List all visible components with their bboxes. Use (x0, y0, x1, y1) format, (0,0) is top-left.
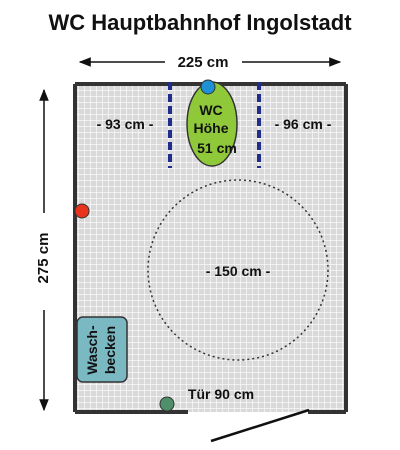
sink: Wasch- becken (76, 316, 128, 383)
left-clearance-label: - 93 cm - (97, 116, 154, 132)
page-title: WC Hauptbahnhof Ingolstadt (48, 10, 352, 35)
door-leaf (210, 408, 310, 443)
width-dimension: 225 cm (78, 54, 342, 71)
alarm-button-icon (74, 203, 90, 219)
toilet-label-line3: 51 cm (197, 140, 237, 156)
toilet-label-line1: WC (199, 102, 222, 118)
flush-button-icon (200, 79, 216, 95)
right-clearance-label: - 96 cm - (275, 116, 332, 132)
door-handle-icon (159, 396, 175, 412)
room-walls (73, 82, 348, 414)
sink-label-line1: Wasch- (84, 325, 100, 375)
width-label: 225 cm (178, 54, 229, 71)
sink-label-line2: becken (102, 326, 118, 374)
height-label: 275 cm (35, 233, 52, 284)
turning-circle-label: - 150 cm - (206, 263, 271, 279)
turning-circle: - 150 cm - (147, 179, 329, 361)
toilet: WC Höhe 51 cm (186, 81, 238, 167)
toilet-label-line2: Höhe (194, 120, 229, 136)
door-label: Tür 90 cm (188, 386, 254, 402)
height-dimension: 275 cm (35, 88, 52, 412)
